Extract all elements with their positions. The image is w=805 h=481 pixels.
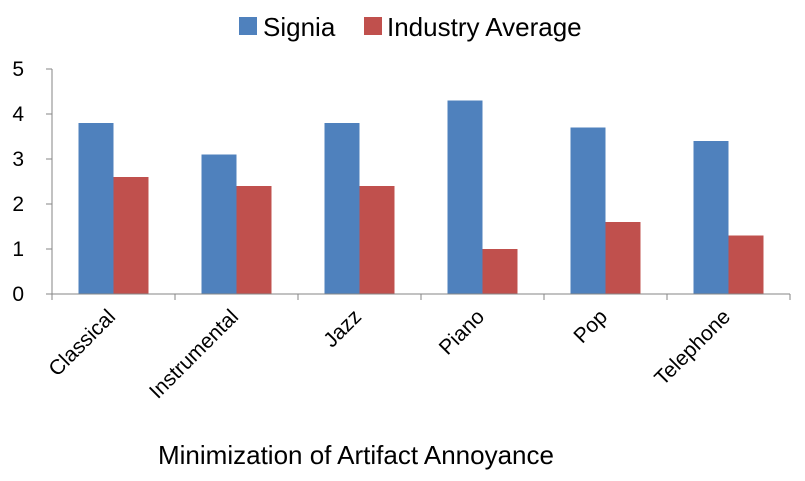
legend-label-industry-average: Industry Average	[387, 12, 582, 42]
axes	[51, 69, 791, 300]
bar-signia-pop	[570, 127, 606, 294]
x-axis-title: Minimization of Artifact Annoyance	[158, 440, 554, 470]
x-category-label: Classical	[44, 305, 120, 381]
bar-signia-jazz	[324, 123, 360, 294]
legend: Signia Industry Average	[239, 12, 582, 42]
bar-signia-telephone	[693, 141, 729, 294]
y-tick-label: 2	[12, 193, 24, 216]
x-category-label: Telephone	[650, 305, 735, 390]
bar-signia-instrumental	[201, 154, 237, 294]
bar-industry-average-pop	[605, 222, 641, 294]
y-tick-label: 0	[12, 283, 24, 306]
legend-label-signia: Signia	[263, 12, 336, 42]
bar-industry-average-classical	[113, 177, 149, 294]
bar-industry-average-piano	[482, 249, 518, 294]
legend-swatch-industry-average	[364, 17, 382, 35]
y-tick-label: 1	[12, 238, 24, 261]
x-category-label: Jazz	[319, 305, 366, 352]
legend-swatch-signia	[239, 17, 257, 35]
y-tick-label: 5	[12, 58, 24, 81]
y-tick-label: 4	[12, 103, 24, 126]
bar-series	[78, 100, 764, 294]
x-category-label: Piano	[435, 305, 489, 359]
x-axis-category-labels: Classical Instrumental Jazz Piano Pop Telepho…	[44, 305, 735, 403]
bar-signia-piano	[447, 100, 483, 294]
x-category-label: Pop	[569, 305, 612, 348]
bar-industry-average-telephone	[728, 235, 764, 294]
bar-industry-average-jazz	[359, 186, 395, 294]
y-tick-label: 3	[12, 148, 24, 171]
y-axis-ticks: 0 1 2 3 4 5	[12, 58, 52, 306]
bar-signia-classical	[78, 123, 114, 294]
x-category-label: Instrumental	[145, 305, 243, 403]
bar-industry-average-instrumental	[236, 186, 272, 294]
